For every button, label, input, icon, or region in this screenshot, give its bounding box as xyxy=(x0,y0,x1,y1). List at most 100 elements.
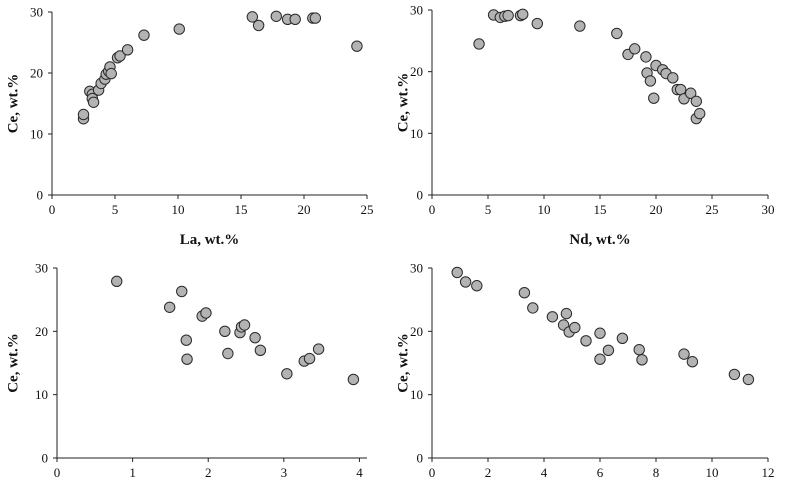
y-tick-label: 10 xyxy=(410,126,423,141)
x-tick-label: 20 xyxy=(298,202,311,217)
data-point xyxy=(114,50,126,62)
x-tick-label: 2 xyxy=(205,465,212,480)
data-point xyxy=(728,368,741,381)
x-tick-label: 4 xyxy=(356,465,363,480)
y-tick-label: 30 xyxy=(30,5,43,20)
y-axis-title: Ce, wt.% xyxy=(5,333,21,393)
data-point xyxy=(312,343,325,355)
data-point xyxy=(238,319,251,331)
data-point xyxy=(200,307,212,319)
data-point xyxy=(219,325,231,338)
data-point xyxy=(451,266,463,279)
y-tick-label: 20 xyxy=(35,324,48,339)
y-tick-label: 0 xyxy=(417,451,424,466)
x-tick-label: 6 xyxy=(597,465,604,480)
x-tick-label: 0 xyxy=(49,202,56,217)
data-point xyxy=(502,9,514,22)
data-point xyxy=(270,10,282,22)
data-point xyxy=(281,368,293,380)
data-point xyxy=(309,12,322,24)
x-tick-label: 0 xyxy=(429,202,436,217)
data-point xyxy=(347,373,360,386)
data-point xyxy=(181,353,193,365)
x-tick-label: 20 xyxy=(650,202,663,217)
data-point xyxy=(633,344,645,356)
x-tick-label: 10 xyxy=(706,465,719,480)
y-tick-label: 10 xyxy=(35,387,48,402)
y-tick-label: 0 xyxy=(37,188,44,203)
data-point xyxy=(629,43,641,55)
x-tick-label: 25 xyxy=(361,202,374,217)
data-point xyxy=(249,331,261,344)
data-point xyxy=(742,373,755,386)
x-tick-label: 12 xyxy=(762,465,775,480)
data-point xyxy=(580,335,592,347)
chart-panel-3: 0 1 2 3 4 0 10 20 30 Ce, wt.% xyxy=(5,261,367,480)
y-tick-label: 20 xyxy=(410,324,423,339)
x-tick-label: 0 xyxy=(429,465,436,480)
y-axis-title: Ce, wt.% xyxy=(395,73,411,133)
data-point xyxy=(252,19,265,32)
y-axis-title: Ce, wt.% xyxy=(5,74,21,134)
data-point xyxy=(77,108,90,121)
y-tick-label: 10 xyxy=(410,387,423,402)
data-point xyxy=(636,354,648,366)
y-tick-label: 30 xyxy=(35,261,48,276)
data-point xyxy=(473,38,485,50)
data-point xyxy=(594,353,606,365)
data-point xyxy=(121,44,134,56)
data-point xyxy=(686,356,699,368)
data-point xyxy=(517,8,529,21)
x-tick-label: 8 xyxy=(653,465,660,480)
x-tick-label: 1 xyxy=(129,465,136,480)
data-point xyxy=(648,92,660,104)
x-tick-label: 25 xyxy=(706,202,719,217)
x-tick-label: 5 xyxy=(485,202,492,217)
data-point xyxy=(173,23,185,35)
x-tick-label: 30 xyxy=(762,202,775,217)
data-point xyxy=(690,95,703,107)
data-point xyxy=(678,348,690,360)
data-point xyxy=(351,40,363,52)
y-tick-label: 30 xyxy=(410,261,423,276)
data-point xyxy=(531,17,543,30)
data-point xyxy=(303,352,316,365)
y-tick-label: 20 xyxy=(410,64,423,79)
chart-panel-2: 0 5 10 15 20 25 30 0 10 20 30 Nd, wt.% Ce, wt.% xyxy=(395,3,774,249)
y-tick-label: 20 xyxy=(30,66,43,81)
data-point xyxy=(222,347,234,360)
data-point xyxy=(602,344,615,357)
x-tick-label: 2 xyxy=(485,465,492,480)
data-point xyxy=(616,332,629,344)
data-point xyxy=(459,276,472,288)
chart-panel-4: 0 2 4 6 8 10 12 0 10 20 30 Ce, wt.% xyxy=(395,261,774,481)
data-point xyxy=(611,27,623,40)
data-point xyxy=(569,321,581,334)
y-axis-title: Ce, wt.% xyxy=(395,333,411,393)
data-point xyxy=(667,72,679,84)
data-point xyxy=(254,344,267,357)
data-point xyxy=(138,29,150,41)
data-point xyxy=(87,96,100,108)
y-tick-label: 0 xyxy=(42,451,49,466)
data-point xyxy=(560,307,573,320)
data-point xyxy=(546,311,559,323)
data-point xyxy=(518,287,531,299)
x-tick-label: 15 xyxy=(594,202,607,217)
x-axis-title: La, wt.% xyxy=(180,232,240,248)
x-tick-label: 3 xyxy=(281,465,288,480)
y-tick-label: 30 xyxy=(410,3,423,18)
chart-panel-1: 0 5 10 15 20 25 0 10 20 30 La, wt.% Ce, wt.% xyxy=(5,5,373,249)
data-point xyxy=(289,13,301,26)
x-tick-label: 4 xyxy=(541,465,548,480)
x-tick-label: 5 xyxy=(112,202,119,217)
x-tick-label: 10 xyxy=(172,202,185,217)
data-point xyxy=(640,51,652,63)
data-point xyxy=(594,327,606,339)
data-point xyxy=(163,301,176,313)
data-point xyxy=(180,334,192,346)
x-axis-title: Nd, wt.% xyxy=(569,232,630,248)
data-point xyxy=(685,87,697,99)
data-point xyxy=(574,20,586,32)
